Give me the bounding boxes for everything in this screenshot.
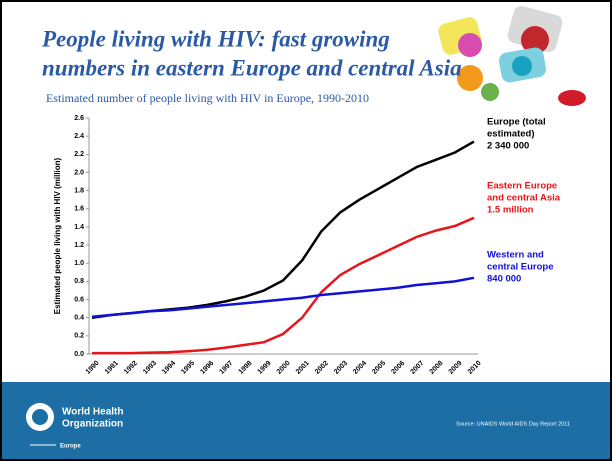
series-label: Western and bbox=[487, 250, 544, 261]
series-label: central Europe bbox=[487, 262, 554, 273]
logo-text: World Health bbox=[62, 407, 123, 418]
series-label: 840 000 bbox=[487, 274, 521, 285]
y-tick-label: 1.4 bbox=[74, 224, 84, 231]
title-line: People living with HIV: fast growing bbox=[41, 26, 390, 51]
series-line bbox=[92, 216, 475, 355]
y-tick-label: 0.6 bbox=[74, 296, 84, 303]
logo-text: Organization bbox=[62, 419, 123, 430]
y-tick-label: 1.2 bbox=[74, 242, 84, 249]
series-label: 1.5 million bbox=[487, 205, 534, 216]
series-label: 2 340 000 bbox=[487, 141, 529, 152]
logo-text: Europe bbox=[60, 444, 81, 450]
y-tick-label: 0.0 bbox=[74, 351, 84, 358]
y-tick-label: 2.0 bbox=[74, 169, 84, 176]
y-tick-label: 2.4 bbox=[74, 133, 84, 140]
series-line bbox=[91, 276, 475, 319]
y-tick-label: 2.2 bbox=[74, 151, 84, 158]
y-tick-label: 0.4 bbox=[74, 315, 84, 322]
y-tick-label: 1.6 bbox=[74, 206, 84, 213]
y-tick-label: 0.8 bbox=[74, 278, 84, 285]
footer-band bbox=[2, 382, 610, 459]
series-label: Europe (total bbox=[487, 117, 546, 128]
decoration bbox=[438, 5, 586, 106]
y-tick-label: 1.0 bbox=[74, 260, 84, 267]
y-tick-label: 0.2 bbox=[74, 333, 84, 340]
title-line: numbers in eastern Europe and central As… bbox=[42, 55, 462, 80]
subtitle: Estimated number of people living with H… bbox=[46, 91, 369, 105]
y-axis-title: Estimated people living with HIV (millio… bbox=[53, 157, 62, 314]
series-label: estimated) bbox=[487, 129, 535, 140]
series-label: and central Asia bbox=[487, 193, 561, 204]
who-logo bbox=[26, 403, 56, 446]
source: Source: UNAIDS World AIDS Day Report 201… bbox=[456, 421, 570, 427]
y-tick-label: 2.6 bbox=[74, 115, 84, 122]
y-tick-label: 1.8 bbox=[74, 187, 84, 194]
series-label: Eastern Europe bbox=[487, 181, 557, 192]
